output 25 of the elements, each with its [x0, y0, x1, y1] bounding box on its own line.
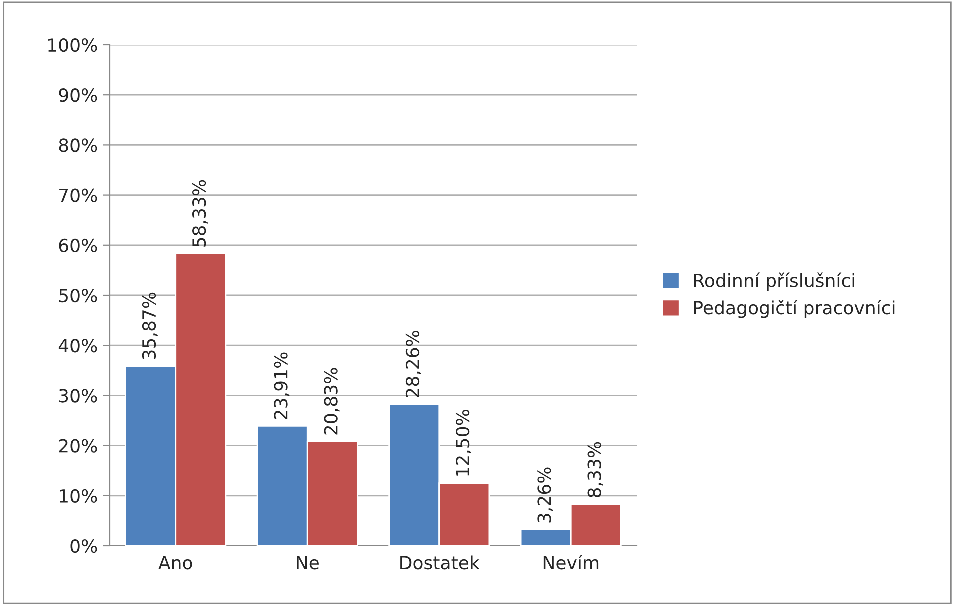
y-tick-label: 60%: [59, 238, 98, 253]
data-label: 35,87%: [142, 292, 158, 360]
data-label: 12,50%: [456, 410, 472, 476]
y-tick-label: 30%: [59, 389, 98, 403]
x-tick-label: Ano: [158, 556, 192, 570]
x-tick-label: Ne: [297, 556, 319, 570]
data-label: 8,33%: [588, 442, 604, 498]
y-tick-label: 10%: [60, 489, 98, 504]
x-tick-label: Dostatek: [400, 556, 480, 570]
y-tick-label: 40%: [58, 339, 98, 353]
data-label: 23,91%: [274, 352, 290, 420]
y-tick-label: 50%: [59, 288, 98, 303]
data-label: 28,26%: [406, 331, 422, 398]
y-tick-label: 20%: [59, 439, 98, 453]
y-tick-label: 90%: [59, 88, 98, 102]
y-tick-label: 80%: [59, 138, 98, 152]
legend-label: Pedagogičtí pracovníci: [694, 300, 895, 318]
data-label: 58,33%: [192, 180, 208, 247]
data-label: 20,83%: [324, 368, 340, 435]
legend-label: Rodinní příslušníci: [694, 272, 854, 291]
data-label: 3,26%: [538, 468, 554, 523]
x-tick-label: Nevím: [544, 555, 599, 570]
y-tick-label: 100%: [48, 38, 98, 52]
y-tick-label: 70%: [60, 188, 98, 202]
y-tick-label: 0%: [70, 539, 98, 554]
